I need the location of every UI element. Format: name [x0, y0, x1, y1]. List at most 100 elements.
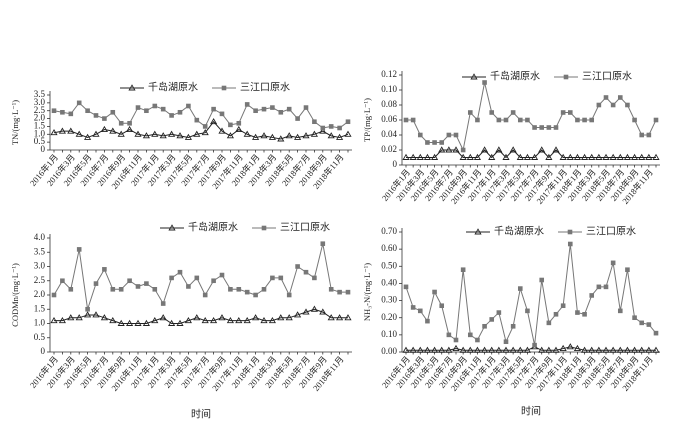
- x-axis-label: 时间: [191, 407, 211, 420]
- marker-square: [328, 124, 334, 129]
- marker-square: [603, 95, 609, 100]
- marker-square: [610, 102, 616, 108]
- marker-square: [160, 301, 166, 306]
- marker-triangle: [336, 133, 344, 140]
- marker-triangle: [538, 146, 546, 153]
- marker-square: [460, 267, 466, 273]
- marker-square: [295, 264, 300, 269]
- marker-square: [337, 289, 342, 295]
- marker-square: [496, 117, 502, 123]
- marker-square: [482, 323, 487, 329]
- marker-square: [236, 287, 242, 292]
- marker-square: [653, 330, 659, 336]
- marker-square: [261, 106, 267, 112]
- marker-triangle: [210, 316, 218, 324]
- y-tick-label: 0: [41, 144, 46, 154]
- marker-square: [93, 281, 99, 286]
- marker-triangle: [595, 346, 603, 353]
- marker-square: [425, 140, 430, 145]
- marker-triangle: [243, 316, 251, 324]
- marker-triangle: [58, 127, 66, 134]
- y-tick-label: 0: [393, 159, 398, 169]
- marker-triangle: [538, 346, 546, 353]
- marker-triangle: [84, 311, 92, 318]
- marker-square: [244, 289, 250, 295]
- marker-triangle: [609, 346, 617, 353]
- marker-triangle: [260, 316, 268, 324]
- marker-triangle: [336, 314, 344, 321]
- marker-square: [278, 109, 284, 115]
- marker-triangle: [523, 153, 532, 160]
- y-axis-label: TN/(mg·L⁻¹): [10, 100, 20, 145]
- y-tick-label: 2.0: [34, 289, 46, 299]
- y-tick-label: 0.60: [381, 243, 397, 253]
- marker-square: [261, 287, 267, 292]
- marker-square: [432, 140, 437, 145]
- marker-square: [144, 108, 149, 114]
- marker-triangle: [243, 130, 251, 137]
- marker-triangle: [580, 346, 589, 353]
- marker-square: [546, 320, 552, 326]
- marker-triangle: [652, 153, 660, 160]
- marker-square: [632, 315, 637, 321]
- marker-triangle: [344, 314, 352, 321]
- marker-triangle: [602, 153, 610, 160]
- marker-triangle: [67, 127, 75, 134]
- y-tick-label: 1.0: [34, 128, 46, 138]
- marker-triangle: [128, 84, 136, 91]
- marker-triangle: [302, 308, 310, 315]
- y-tick-label: 3.5: [34, 246, 46, 256]
- marker-square: [303, 105, 309, 110]
- marker-triangle: [142, 319, 150, 326]
- marker-square: [432, 289, 437, 295]
- marker-triangle: [109, 127, 117, 134]
- marker-square: [582, 117, 587, 123]
- marker-triangle: [516, 153, 524, 160]
- marker-triangle: [552, 146, 560, 153]
- y-tick-label: 0.50: [381, 260, 397, 270]
- marker-square: [610, 260, 616, 266]
- marker-triangle: [595, 153, 603, 160]
- marker-square: [320, 241, 326, 246]
- y-tick-label: 2.5: [34, 105, 46, 115]
- marker-square: [320, 125, 326, 131]
- marker-square: [68, 287, 74, 292]
- marker-square: [417, 132, 423, 138]
- marker-triangle: [252, 133, 260, 140]
- marker-triangle: [430, 346, 439, 353]
- marker-square: [194, 275, 200, 281]
- marker-triangle: [645, 346, 653, 353]
- marker-triangle: [495, 346, 503, 353]
- marker-triangle: [58, 316, 66, 324]
- marker-square: [60, 278, 65, 284]
- marker-square: [567, 241, 573, 247]
- legend-label: 千岛湖原水: [494, 224, 544, 237]
- marker-triangle: [126, 125, 134, 133]
- marker-triangle: [117, 130, 125, 137]
- marker-triangle: [602, 346, 610, 353]
- marker-triangle: [438, 346, 446, 353]
- marker-triangle: [50, 316, 58, 324]
- marker-triangle: [310, 305, 318, 312]
- marker-square: [410, 305, 416, 310]
- marker-triangle: [50, 129, 58, 136]
- marker-triangle: [466, 346, 474, 353]
- marker-triangle: [285, 314, 293, 321]
- marker-triangle: [226, 132, 234, 139]
- marker-triangle: [473, 346, 482, 353]
- marker-square: [102, 116, 107, 121]
- y-tick-label: 2.0: [34, 113, 46, 123]
- marker-square: [517, 286, 523, 291]
- marker-square: [261, 225, 267, 231]
- marker-triangle: [100, 314, 108, 321]
- marker-square: [639, 320, 645, 326]
- marker-square: [169, 275, 174, 281]
- marker-square: [496, 310, 502, 315]
- marker-square: [303, 269, 309, 275]
- marker-triangle: [159, 314, 167, 321]
- marker-square: [489, 317, 495, 322]
- marker-triangle: [193, 314, 201, 321]
- marker-triangle: [319, 127, 327, 134]
- marker-triangle: [423, 153, 432, 160]
- marker-triangle: [235, 316, 243, 324]
